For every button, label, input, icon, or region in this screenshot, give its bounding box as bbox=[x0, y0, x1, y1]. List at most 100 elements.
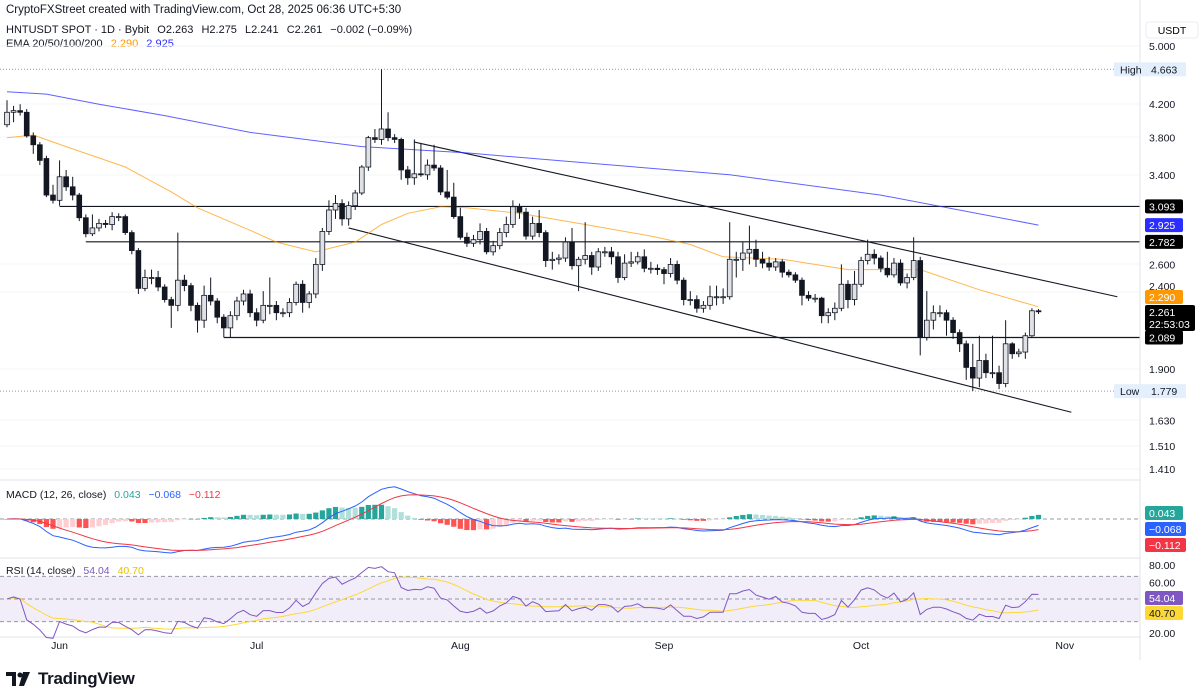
candle-down bbox=[615, 256, 621, 278]
macd-label[interactable]: MACD (12, 26, close) bbox=[6, 489, 107, 501]
candle-down bbox=[444, 191, 450, 198]
macd-histogram-bar bbox=[786, 517, 792, 519]
candle-up bbox=[864, 253, 871, 261]
macd-histogram-bar bbox=[122, 519, 128, 522]
candle-up bbox=[634, 256, 641, 263]
candle-down bbox=[207, 294, 214, 302]
candle-down bbox=[654, 267, 661, 270]
price-tick: 1.630 bbox=[1149, 415, 1175, 427]
candle-up bbox=[109, 216, 115, 225]
candle-up bbox=[713, 296, 720, 299]
candle-down bbox=[418, 173, 424, 176]
macd-histogram-bar bbox=[497, 519, 503, 527]
price-chart[interactable]: USDT 5.0004.2003.8003.4002.6002.4001.900… bbox=[0, 0, 1204, 660]
countdown-timer: 22:53:03 bbox=[1149, 319, 1190, 331]
candle-down bbox=[779, 261, 786, 273]
rsi-ma-tag: 40.70 bbox=[1149, 608, 1175, 620]
level-tag-bg bbox=[1145, 234, 1183, 249]
rsi-tick: 80.00 bbox=[1149, 560, 1175, 572]
macd-histogram-bar bbox=[812, 519, 818, 521]
candle-down bbox=[884, 267, 891, 276]
macd-histogram-bar bbox=[332, 506, 339, 519]
candle-down bbox=[76, 194, 83, 219]
candle-up bbox=[976, 360, 983, 379]
rsi-line-value: 54.04 bbox=[83, 565, 110, 577]
candle-up bbox=[510, 206, 516, 225]
candle-up bbox=[924, 319, 930, 338]
candle-up bbox=[1015, 351, 1022, 355]
tradingview-logo[interactable]: TradingView bbox=[6, 669, 135, 689]
candle-up bbox=[319, 231, 326, 265]
last-price-tag: 2.261 bbox=[1149, 307, 1175, 319]
candle-up bbox=[687, 299, 694, 302]
channel-trendline bbox=[348, 227, 1072, 413]
rsi-value-tag-bg bbox=[1145, 591, 1183, 605]
candle-up bbox=[470, 239, 477, 244]
candle-up bbox=[332, 203, 339, 211]
candle-up bbox=[4, 111, 10, 126]
ema50-value: 2.290 bbox=[110, 38, 139, 50]
macd-histogram-bar bbox=[556, 519, 562, 523]
macd-histogram-bar bbox=[819, 519, 825, 522]
candle-down bbox=[464, 236, 470, 244]
macd-histogram-bar bbox=[773, 515, 779, 519]
candle-down bbox=[253, 312, 260, 321]
channel-trendline bbox=[414, 141, 1118, 298]
macd-histogram-bar bbox=[530, 519, 536, 521]
candle-down bbox=[694, 299, 700, 309]
price-tick: 5.000 bbox=[1149, 41, 1175, 53]
macd-histogram-bar bbox=[957, 519, 963, 523]
macd-histogram-bar bbox=[201, 517, 207, 519]
candle-up bbox=[529, 222, 536, 237]
macd-histogram-bar bbox=[700, 519, 707, 521]
time-axis[interactable]: Jun Jul Aug Sep Oct Nov bbox=[51, 640, 1075, 652]
macd-histogram-bar bbox=[63, 519, 69, 528]
macd-histogram-bar bbox=[648, 518, 654, 520]
macd-histogram-bar bbox=[260, 514, 266, 519]
candle-down bbox=[221, 316, 227, 329]
macd-histogram-bar bbox=[569, 519, 575, 522]
symbol-name[interactable]: HNTUSDT SPOT · 1D · Bybit bbox=[6, 24, 150, 36]
rsi-label[interactable]: RSI (14, close) bbox=[6, 565, 76, 577]
macd-histogram-bar bbox=[543, 519, 549, 522]
macd-histogram-bar bbox=[674, 518, 680, 520]
level-tag-bg bbox=[1145, 330, 1183, 345]
candle-up bbox=[910, 260, 917, 278]
ema50-tag-bg bbox=[1145, 290, 1183, 304]
macd-histogram-bar bbox=[694, 519, 700, 521]
candle-down bbox=[674, 264, 680, 281]
last-price-tag-bg bbox=[1145, 305, 1195, 331]
macd-histogram-bar bbox=[293, 513, 299, 519]
axis-labels: 5.0004.2003.8003.4002.6002.4001.9001.630… bbox=[1114, 41, 1195, 640]
price-tick: 1.410 bbox=[1149, 464, 1175, 476]
candle-down bbox=[523, 211, 529, 237]
macd-histogram-bar bbox=[76, 519, 82, 528]
candle-up bbox=[260, 304, 267, 321]
macd-histogram-bar bbox=[444, 519, 450, 525]
candle-up bbox=[602, 251, 608, 254]
currency-label[interactable]: USDT bbox=[1158, 25, 1187, 37]
macd-histogram-bar bbox=[654, 518, 661, 520]
candle-down bbox=[483, 231, 490, 253]
level-tag-bg bbox=[1145, 199, 1183, 214]
candle-up bbox=[234, 300, 240, 317]
ema-label[interactable]: EMA 20/50/100/200 bbox=[6, 38, 103, 50]
candle-up bbox=[628, 261, 634, 264]
candle-up bbox=[326, 209, 332, 232]
candle-up bbox=[1002, 343, 1009, 384]
candle-up bbox=[89, 227, 96, 235]
macd-histogram-bar bbox=[372, 504, 378, 519]
macd-histogram-bar bbox=[805, 519, 812, 521]
rsi-legend: RSI (14, close) 54.04 40.70 bbox=[6, 565, 149, 577]
macd-histogram-bar bbox=[221, 517, 227, 519]
candle-up bbox=[556, 257, 562, 260]
macd-histogram-bar bbox=[50, 519, 56, 529]
macd-histogram-bar bbox=[194, 519, 201, 520]
macd-histogram-bar bbox=[562, 519, 569, 522]
candle-down bbox=[372, 137, 378, 140]
tradingview-logo-icon bbox=[6, 672, 30, 686]
candle-down bbox=[536, 222, 542, 233]
candle-up bbox=[726, 258, 733, 298]
candle-up bbox=[345, 205, 352, 220]
macd-histogram-bar bbox=[687, 519, 693, 521]
